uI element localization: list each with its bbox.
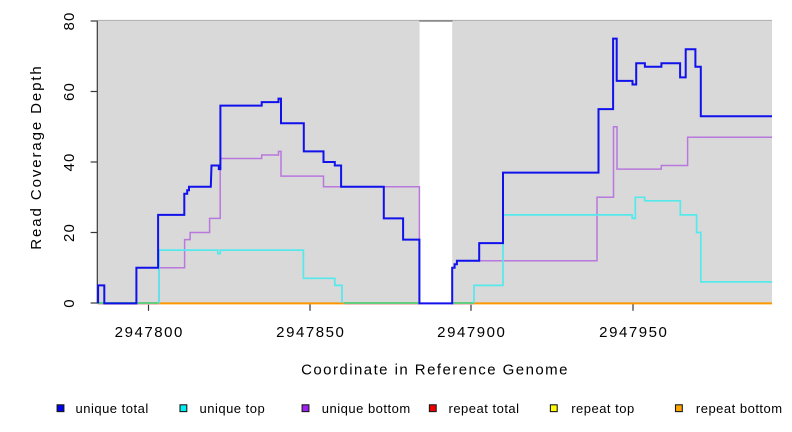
svg-text:2947950: 2947950 bbox=[599, 324, 668, 341]
svg-text:Coordinate in Reference Genome: Coordinate in Reference Genome bbox=[301, 362, 569, 379]
svg-text:unique top: unique top bbox=[200, 401, 266, 416]
svg-text:0: 0 bbox=[61, 298, 78, 308]
svg-text:unique bottom: unique bottom bbox=[322, 401, 411, 416]
svg-text:repeat total: repeat total bbox=[449, 401, 520, 416]
svg-text:20: 20 bbox=[61, 223, 78, 242]
svg-text:2947850: 2947850 bbox=[276, 324, 345, 341]
svg-text:unique total: unique total bbox=[76, 401, 149, 416]
svg-text:Read Coverage Depth: Read Coverage Depth bbox=[28, 64, 45, 249]
svg-text:80: 80 bbox=[61, 11, 78, 30]
svg-text:2947900: 2947900 bbox=[437, 324, 506, 341]
svg-text:2947800: 2947800 bbox=[115, 324, 184, 341]
svg-text:repeat bottom: repeat bottom bbox=[696, 401, 783, 416]
svg-text:60: 60 bbox=[61, 82, 78, 101]
svg-text:repeat top: repeat top bbox=[571, 401, 635, 416]
svg-text:40: 40 bbox=[61, 152, 78, 171]
